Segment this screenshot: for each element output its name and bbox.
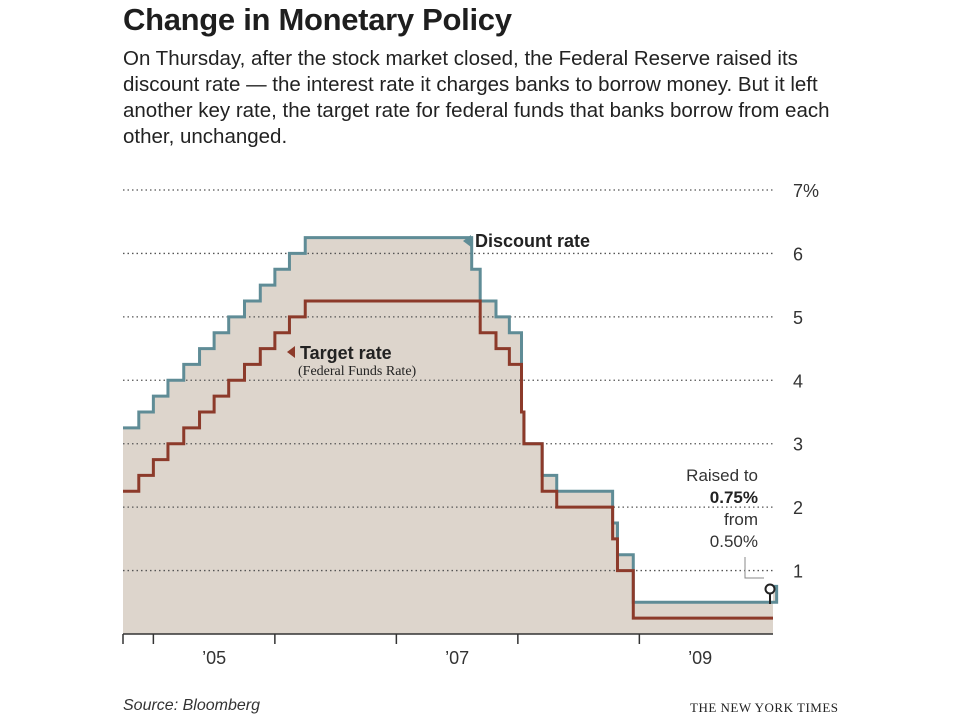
line-layer	[123, 236, 779, 620]
x-tick-label: ’05	[202, 648, 226, 668]
source-note: Source: Bloomberg	[123, 697, 260, 714]
axis-layer: 1 2 3 4 5 6 7% ’05 ’07 ’09	[122, 181, 819, 668]
area-layer	[123, 237, 777, 635]
x-tick-label: ’09	[688, 648, 712, 668]
raise-note-line3: from	[724, 510, 758, 529]
raise-note-value: 0.75%	[710, 488, 758, 507]
y-tick-label: 2	[793, 498, 803, 518]
target-rate-line	[123, 299, 773, 620]
raise-note-prev: 0.50%	[710, 532, 758, 551]
y-tick-label: 1	[793, 562, 803, 582]
raise-marker-dot	[764, 583, 776, 595]
raise-note-line1: Raised to	[686, 466, 758, 485]
discount-rate-line	[123, 236, 779, 604]
label-layer: Discount rate Target rate (Federal Funds…	[287, 231, 776, 604]
target-rate-label: Target rate	[300, 343, 392, 363]
y-tick-label: 6	[793, 244, 803, 264]
y-tick-label: 7%	[793, 181, 819, 201]
y-tick-label: 5	[793, 308, 803, 328]
credit-line: THE NEW YORK TIMES	[690, 700, 839, 715]
chart-title: Change in Monetary Policy	[123, 2, 512, 37]
y-tick-label: 4	[793, 371, 803, 391]
shaded-area	[123, 237, 777, 635]
discount-label-pointer	[463, 235, 471, 247]
chart-subtitle: On Thursday, after the stock market clos…	[123, 47, 830, 148]
target-label-pointer	[287, 346, 295, 358]
x-tick-label: ’07	[445, 648, 469, 668]
raise-note-leader	[744, 557, 764, 579]
y-tick-label: 3	[793, 435, 803, 455]
target-rate-sublabel: (Federal Funds Rate)	[298, 364, 417, 379]
discount-rate-label: Discount rate	[475, 231, 590, 251]
